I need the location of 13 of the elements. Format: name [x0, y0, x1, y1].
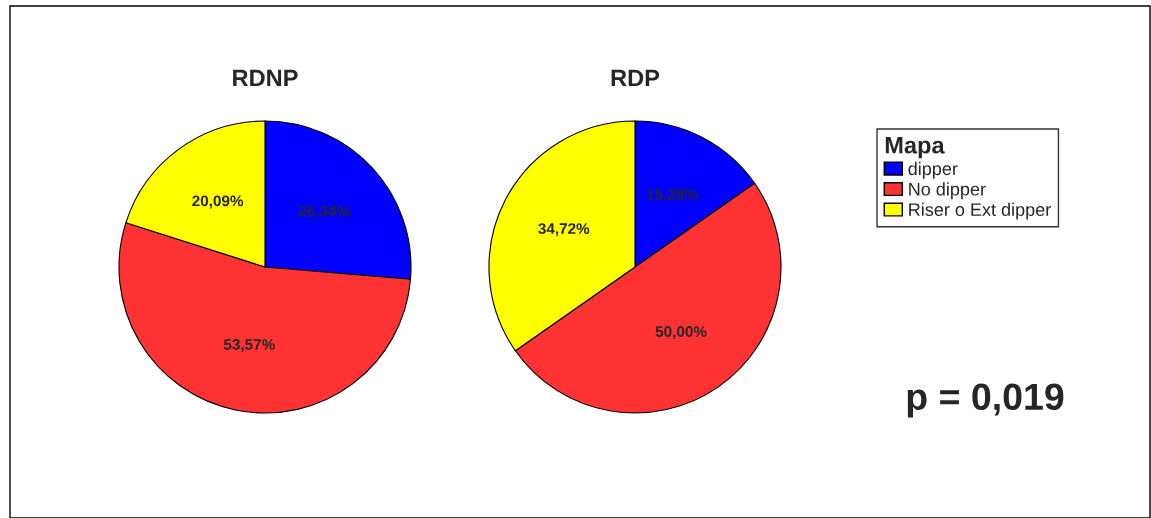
text: p = 0,019 [907, 383, 1064, 418]
data-label: 15,28% [647, 189, 698, 203]
legend-label: Riser o Ext dipper [909, 202, 1051, 220]
data-label: 53,57% [223, 339, 275, 353]
legend-title: Mapa [885, 137, 945, 159]
data-label: 34,72% [538, 223, 590, 237]
chart-title: RDP [611, 69, 660, 87]
legend-label: No dipper [909, 182, 986, 200]
data-label: 26,34% [298, 205, 350, 219]
data-label: 20,09% [192, 195, 244, 209]
chart-title: RDNP [233, 69, 298, 87]
data-label: 50,00% [655, 326, 707, 340]
legend-label: dipper [908, 161, 958, 179]
